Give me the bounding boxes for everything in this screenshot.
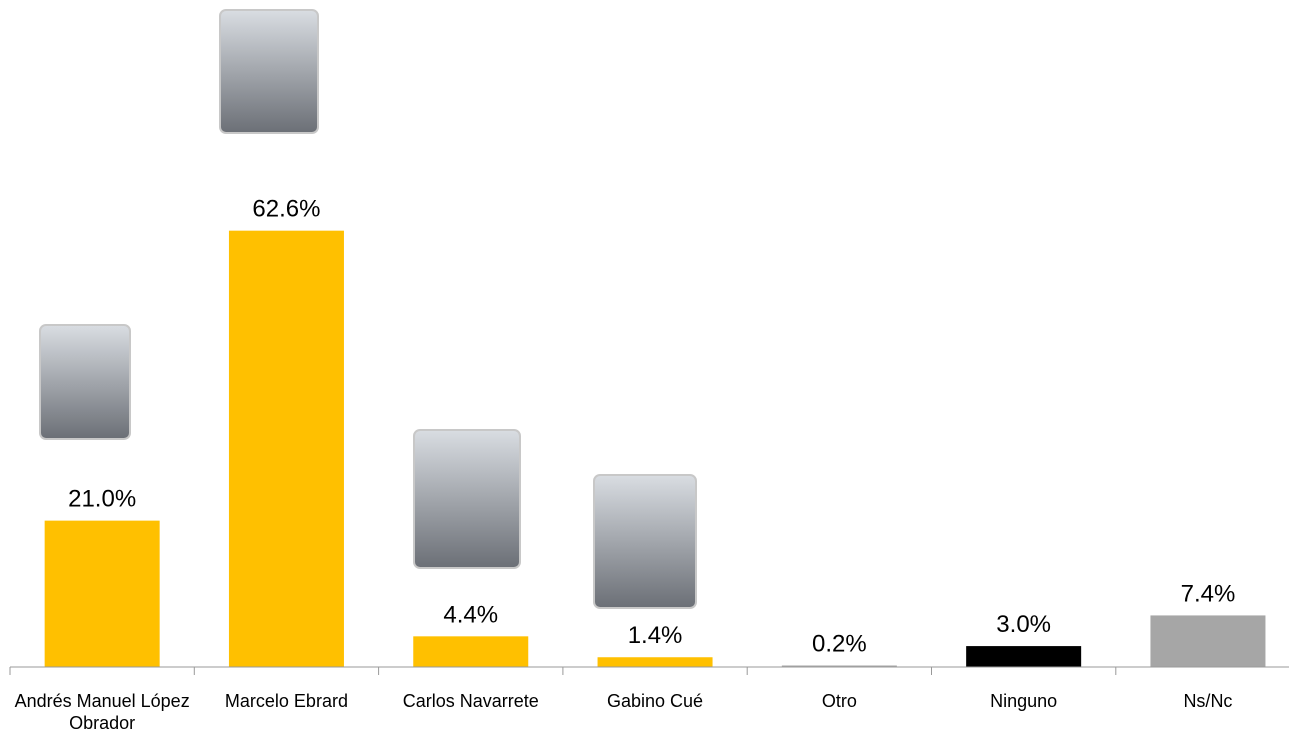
photo bbox=[39, 324, 131, 440]
value-label: 0.2% bbox=[812, 631, 867, 658]
bar bbox=[966, 646, 1082, 667]
value-label: 7.4% bbox=[1181, 580, 1236, 607]
value-label: 4.4% bbox=[443, 601, 498, 628]
bar bbox=[597, 657, 713, 667]
bar bbox=[44, 520, 160, 667]
category-label: Otro bbox=[821, 691, 857, 711]
category-label: Andrés Manuel López Obrador bbox=[14, 691, 190, 733]
bar bbox=[781, 665, 897, 667]
bar bbox=[413, 636, 529, 667]
category-label: Ninguno bbox=[990, 691, 1058, 711]
photo bbox=[593, 474, 697, 609]
plot: 21.0% 62.6% 4.4% 1.4% 0.2% 3.0% 7.4% bbox=[9, 196, 1266, 675]
category-label: Ns/Nc bbox=[1183, 691, 1233, 711]
category-label: Carlos Navarrete bbox=[402, 691, 539, 711]
bar bbox=[1150, 615, 1266, 667]
category-label: Marcelo Ebrard bbox=[224, 691, 348, 711]
photo bbox=[413, 429, 521, 569]
category-label: Gabino Cué bbox=[607, 691, 704, 711]
bar bbox=[228, 230, 344, 668]
value-label: 1.4% bbox=[628, 622, 683, 649]
value-label: 21.0% bbox=[68, 486, 136, 513]
photo bbox=[219, 9, 319, 134]
value-label: 62.6% bbox=[252, 196, 320, 223]
value-label: 3.0% bbox=[996, 611, 1051, 638]
